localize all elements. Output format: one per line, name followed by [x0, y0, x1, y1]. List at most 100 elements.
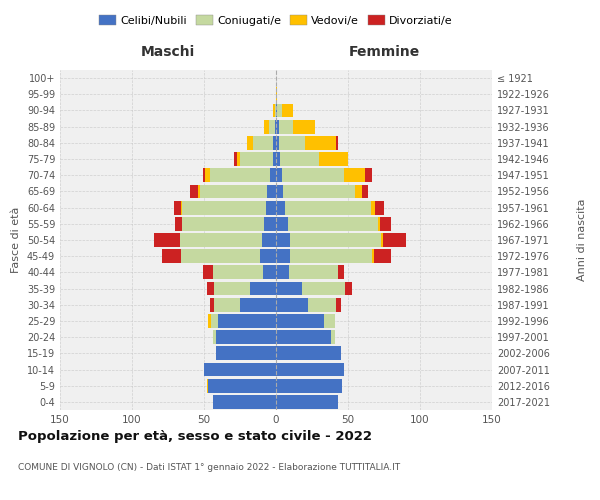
- Bar: [214, 282, 250, 296]
- Bar: [273, 136, 276, 149]
- Bar: [253, 136, 273, 149]
- Bar: [207, 282, 214, 296]
- Bar: [212, 395, 276, 409]
- Text: Femmine: Femmine: [349, 44, 419, 59]
- Bar: [204, 362, 276, 376]
- Bar: [319, 152, 348, 166]
- Bar: [240, 152, 273, 166]
- Bar: [344, 168, 365, 182]
- Bar: [283, 184, 355, 198]
- Bar: [277, 104, 282, 118]
- Bar: [214, 298, 240, 312]
- Bar: [269, 120, 275, 134]
- Bar: [210, 168, 270, 182]
- Bar: [275, 120, 276, 134]
- Bar: [331, 330, 335, 344]
- Bar: [276, 379, 342, 392]
- Bar: [290, 250, 373, 263]
- Bar: [273, 152, 276, 166]
- Bar: [275, 104, 276, 118]
- Bar: [190, 184, 198, 198]
- Bar: [276, 346, 341, 360]
- Bar: [205, 168, 210, 182]
- Bar: [282, 168, 344, 182]
- Bar: [234, 152, 237, 166]
- Bar: [276, 120, 279, 134]
- Bar: [266, 200, 276, 214]
- Bar: [265, 120, 269, 134]
- Bar: [210, 298, 214, 312]
- Bar: [181, 250, 260, 263]
- Bar: [203, 266, 212, 280]
- Bar: [276, 104, 277, 118]
- Bar: [280, 152, 319, 166]
- Bar: [260, 250, 276, 263]
- Bar: [174, 200, 181, 214]
- Bar: [182, 217, 265, 230]
- Bar: [212, 266, 263, 280]
- Bar: [162, 250, 181, 263]
- Bar: [215, 330, 276, 344]
- Bar: [337, 298, 341, 312]
- Bar: [247, 136, 253, 149]
- Bar: [181, 200, 182, 214]
- Bar: [362, 184, 368, 198]
- Bar: [276, 168, 282, 182]
- Bar: [323, 314, 335, 328]
- Bar: [263, 266, 276, 280]
- Bar: [284, 200, 371, 214]
- Bar: [215, 346, 276, 360]
- Bar: [337, 136, 338, 149]
- Bar: [179, 233, 262, 247]
- Bar: [338, 266, 344, 280]
- Bar: [287, 217, 378, 230]
- Bar: [380, 217, 391, 230]
- Y-axis label: Fasce di età: Fasce di età: [11, 207, 21, 273]
- Text: Popolazione per età, sesso e stato civile - 2022: Popolazione per età, sesso e stato civil…: [18, 430, 372, 443]
- Text: COMUNE DI VIGNOLO (CN) - Dati ISTAT 1° gennaio 2022 - Elaborazione TUTTITALIA.IT: COMUNE DI VIGNOLO (CN) - Dati ISTAT 1° g…: [18, 463, 400, 472]
- Bar: [208, 314, 211, 328]
- Bar: [276, 395, 338, 409]
- Bar: [373, 250, 374, 263]
- Bar: [268, 184, 276, 198]
- Text: Anni di nascita: Anni di nascita: [577, 198, 587, 281]
- Bar: [279, 120, 293, 134]
- Bar: [305, 136, 337, 149]
- Bar: [279, 136, 305, 149]
- Bar: [200, 184, 268, 198]
- Bar: [276, 200, 284, 214]
- Bar: [276, 362, 344, 376]
- Bar: [208, 379, 276, 392]
- Bar: [211, 314, 218, 328]
- Bar: [250, 282, 276, 296]
- Bar: [276, 184, 283, 198]
- Bar: [276, 298, 308, 312]
- Bar: [355, 184, 362, 198]
- Bar: [218, 314, 276, 328]
- Bar: [365, 168, 373, 182]
- Bar: [212, 330, 215, 344]
- Bar: [262, 233, 276, 247]
- Bar: [345, 282, 352, 296]
- Bar: [381, 233, 383, 247]
- Bar: [276, 233, 290, 247]
- Bar: [308, 298, 337, 312]
- Bar: [237, 152, 240, 166]
- Legend: Celibi/Nubili, Coniugati/e, Vedovi/e, Divorziati/e: Celibi/Nubili, Coniugati/e, Vedovi/e, Di…: [95, 10, 457, 30]
- Bar: [282, 104, 293, 118]
- Bar: [276, 88, 277, 101]
- Bar: [383, 233, 406, 247]
- Bar: [276, 136, 279, 149]
- Bar: [175, 217, 182, 230]
- Bar: [276, 217, 287, 230]
- Bar: [265, 217, 276, 230]
- Bar: [207, 379, 208, 392]
- Bar: [378, 217, 380, 230]
- Bar: [371, 200, 376, 214]
- Bar: [276, 250, 290, 263]
- Bar: [290, 233, 381, 247]
- Bar: [182, 200, 266, 214]
- Bar: [276, 266, 289, 280]
- Bar: [376, 200, 384, 214]
- Text: Maschi: Maschi: [141, 44, 195, 59]
